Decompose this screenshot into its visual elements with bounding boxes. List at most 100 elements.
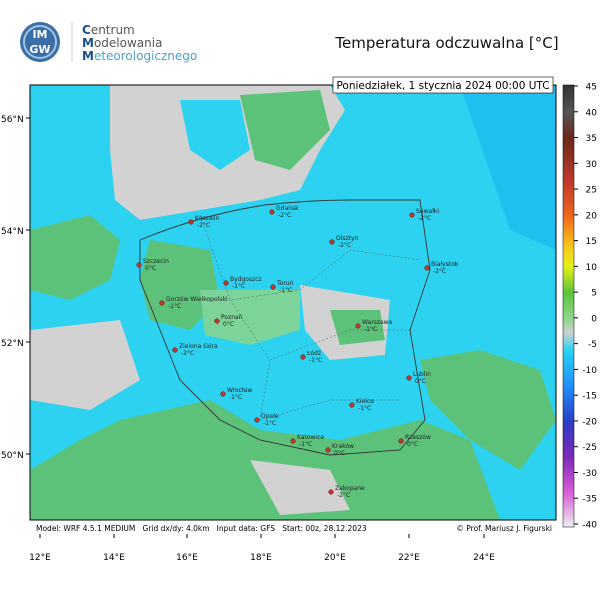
field-cold xyxy=(180,100,250,170)
city-name: Kraków xyxy=(332,443,354,450)
country-border xyxy=(139,199,431,456)
city-marker xyxy=(349,402,355,408)
city-name: Poznań xyxy=(221,314,243,321)
city-temp: 0°C xyxy=(145,265,156,272)
city-temp: -1°C xyxy=(232,283,245,290)
city-marker xyxy=(325,447,331,453)
colorbar-label: 25 xyxy=(586,186,597,196)
city-temp: 0°C xyxy=(415,378,426,385)
city-temp: -1°C xyxy=(309,357,322,364)
field-zero xyxy=(250,460,350,515)
city-name: Kielce xyxy=(356,398,374,405)
colorbar-label: 40 xyxy=(586,108,598,118)
city-temp: -1°C xyxy=(358,405,371,412)
lon-label: 20°E xyxy=(324,553,346,563)
city-name: Katowice xyxy=(297,434,324,441)
colorbar-label: -20 xyxy=(582,417,597,427)
lat-label: 52°N xyxy=(1,339,24,349)
city-marker xyxy=(290,438,296,444)
colorbar-label: 20 xyxy=(586,211,598,221)
field-warm xyxy=(30,400,500,520)
city-temp: -2°C xyxy=(278,212,291,219)
city-name: Wrocław xyxy=(227,387,252,394)
city-name: Szczecin xyxy=(143,258,169,265)
org-line: Meteorologicznego xyxy=(82,49,198,63)
footer-left: Model: WRF 4.5.1 MEDIUM Grid dx/dy: 4.0k… xyxy=(36,524,367,533)
city-marker xyxy=(223,280,229,286)
city-marker xyxy=(398,438,404,444)
valid-time: Poniedziałek, 1 stycznia 2024 00:00 UTC xyxy=(336,80,549,92)
lat-label: 56°N xyxy=(1,115,24,125)
footer-right: © Prof. Mariusz J. Figurski xyxy=(456,524,552,533)
logo-text: IM xyxy=(32,28,47,41)
city-name: Zielona Góra xyxy=(179,343,218,350)
logo-text: GW xyxy=(29,43,50,56)
field-warm xyxy=(420,350,556,470)
footer-bar xyxy=(30,522,556,534)
province-borders xyxy=(199,214,421,421)
logo xyxy=(20,22,60,62)
colorbar-label: 10 xyxy=(586,263,598,273)
city-name: Toruń xyxy=(276,280,294,287)
colorbar-label: 35 xyxy=(586,134,597,144)
city-marker xyxy=(355,323,361,329)
field-zero xyxy=(30,320,140,410)
lat-label: 54°N xyxy=(1,227,24,237)
city-name: Olsztyn xyxy=(336,235,359,242)
city-temp: -2°C xyxy=(338,242,351,249)
city-name: Białystok xyxy=(431,261,459,268)
colorbar-label: -40 xyxy=(582,521,597,531)
field-colder xyxy=(460,85,556,250)
city-temp: 0°C xyxy=(223,321,234,328)
lon-label: 24°E xyxy=(473,553,495,563)
lon-label: 12°E xyxy=(29,553,51,563)
city-name: Lublin xyxy=(413,371,431,378)
city-marker xyxy=(172,347,178,353)
map-field xyxy=(30,85,556,520)
city-marker xyxy=(220,391,226,397)
org-line: Centrum xyxy=(82,23,135,37)
city-temp: -2°C xyxy=(197,222,210,229)
city-marker xyxy=(329,239,335,245)
city-marker xyxy=(188,219,194,225)
city-temp: -1°C xyxy=(168,303,181,310)
lon-label: 22°E xyxy=(398,553,420,563)
colorbar xyxy=(562,84,575,528)
city-name: Rzeszów xyxy=(405,434,431,441)
city-marker xyxy=(328,489,334,495)
city-temp: -2°C xyxy=(337,492,350,499)
dynamic: 56°N 54°N 52°N 50°N 12°E 14°E 16°E 18°E 20°E 22°E… xyxy=(1,83,597,564)
colorbar-label: -30 xyxy=(582,469,597,479)
city-marker xyxy=(214,318,220,324)
organization: Centrum Modelowania Meteorologicznego xyxy=(82,24,197,63)
city-temp: -1°C xyxy=(364,326,377,333)
city-name: Bydgoszcz xyxy=(230,276,262,283)
city-marker xyxy=(424,265,430,271)
map-frame xyxy=(29,84,557,521)
city-marker xyxy=(270,284,276,290)
city-marker xyxy=(406,375,412,381)
city-marker xyxy=(136,262,142,268)
lon-label: 14°E xyxy=(103,553,125,563)
colorbar-label: -35 xyxy=(582,495,597,505)
city-temp: -1°C xyxy=(299,441,312,448)
city-name: Koszalin xyxy=(195,215,220,222)
city-temp: 0°C xyxy=(407,441,418,448)
logo-ring xyxy=(23,25,57,59)
colorbar-label: -5 xyxy=(588,340,597,350)
city-temp: -1°C xyxy=(263,420,276,427)
colorbar-label: 45 xyxy=(586,83,597,93)
city-temp: 0°C xyxy=(334,450,345,457)
city-name: Warszawa xyxy=(362,319,393,326)
city-name: Gdańsk xyxy=(276,205,299,212)
city-name: Łódź xyxy=(306,350,321,357)
city-marker xyxy=(409,212,415,218)
colorbar-label: 30 xyxy=(586,160,598,170)
colorbar-label: -10 xyxy=(582,366,597,376)
city-name: Gorzów Wielkopolski xyxy=(166,296,228,303)
colorbar-label: 15 xyxy=(586,237,597,247)
city-name: Opole xyxy=(261,413,279,420)
colorbar-label: 5 xyxy=(591,289,597,299)
